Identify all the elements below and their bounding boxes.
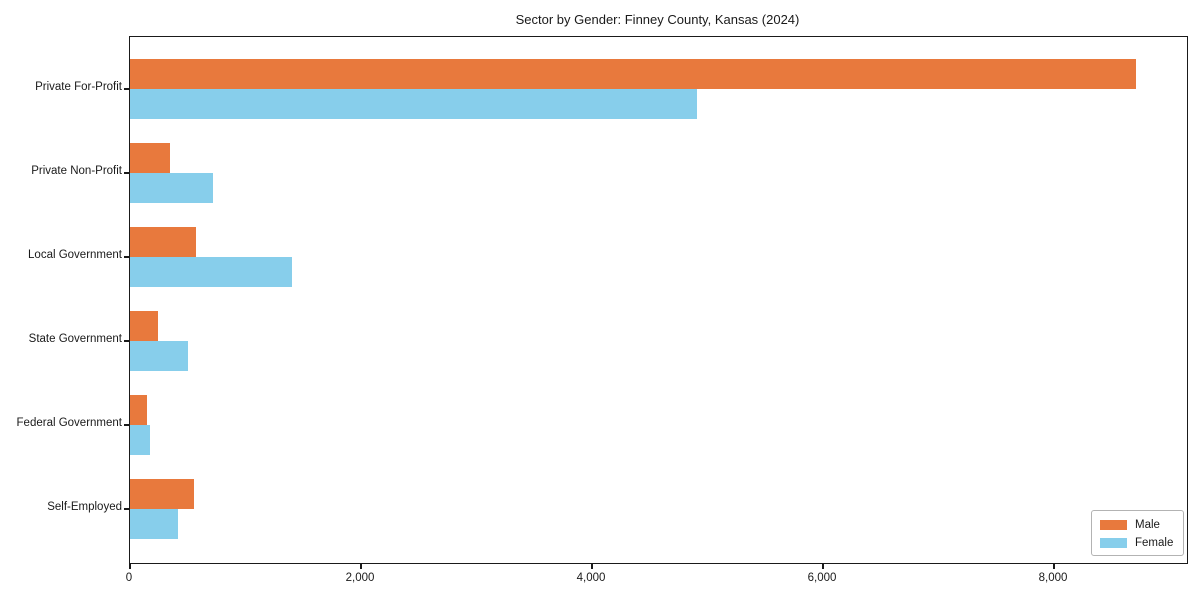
bar-female-state-government [130, 341, 188, 371]
legend-item-male: Male [1092, 516, 1183, 534]
legend-label-male: Male [1135, 519, 1160, 531]
bar-female-local-government [130, 257, 292, 287]
bar-male-state-government [130, 311, 158, 341]
x-tick-mark [591, 564, 593, 569]
y-tick-mark [124, 256, 129, 258]
bar-female-private-for-profit [130, 89, 697, 119]
y-axis-label-federal-government: Federal Government [16, 417, 122, 429]
legend: Male Female [1091, 510, 1184, 556]
x-tick-mark [360, 564, 362, 569]
x-tick-mark [1053, 564, 1055, 569]
y-axis-label-local-government: Local Government [28, 249, 122, 261]
legend-swatch-male [1100, 520, 1127, 530]
bar-male-private-for-profit [130, 59, 1136, 89]
chart-title: Sector by Gender: Finney County, Kansas … [515, 12, 800, 27]
legend-item-female: Female [1092, 534, 1183, 552]
x-axis-tick-label: 8,000 [1038, 572, 1068, 584]
y-axis-label-private-for-profit: Private For-Profit [35, 81, 122, 93]
bar-male-self-employed [130, 479, 194, 509]
plot-area: Male Female [129, 36, 1188, 564]
x-axis-tick-label: 4,000 [576, 572, 606, 584]
x-axis-tick-label: 6,000 [807, 572, 837, 584]
x-tick-mark [822, 564, 824, 569]
bar-female-private-non-profit [130, 173, 213, 203]
x-axis-tick-label: 0 [125, 572, 133, 584]
x-tick-mark [129, 564, 131, 569]
bar-female-self-employed [130, 509, 178, 539]
bar-male-private-non-profit [130, 143, 170, 173]
y-tick-mark [124, 88, 129, 90]
bar-female-federal-government [130, 425, 150, 455]
y-axis-label-state-government: State Government [28, 333, 122, 345]
bar-male-federal-government [130, 395, 147, 425]
bar-male-local-government [130, 227, 196, 257]
y-tick-mark [124, 172, 129, 174]
y-axis-label-private-non-profit: Private Non-Profit [31, 165, 122, 177]
legend-label-female: Female [1135, 537, 1174, 549]
y-tick-mark [124, 424, 129, 426]
y-tick-mark [124, 340, 129, 342]
x-axis-tick-label: 2,000 [345, 572, 375, 584]
y-axis-label-self-employed: Self-Employed [47, 501, 122, 513]
y-tick-mark [124, 508, 129, 510]
legend-swatch-female [1100, 538, 1127, 548]
